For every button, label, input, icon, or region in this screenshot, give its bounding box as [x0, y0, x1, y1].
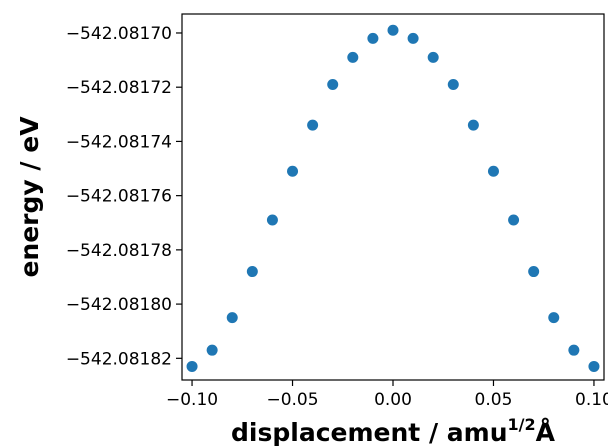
data-point	[508, 214, 520, 226]
y-axis-label: energy / eV	[15, 116, 44, 278]
data-point	[246, 266, 258, 278]
data-point	[447, 78, 459, 90]
x-tick-label: 0.00	[374, 390, 412, 410]
data-point	[387, 24, 399, 36]
data-point	[307, 119, 319, 131]
data-point	[548, 312, 560, 324]
data-point	[226, 312, 238, 324]
y-tick-label: −542.08182	[66, 349, 172, 369]
data-point	[568, 344, 580, 356]
y-tick-label: −542.08178	[66, 241, 172, 261]
y-tick-label: −542.08172	[66, 78, 172, 98]
x-axis-label: displacement / amu1/2Å	[231, 415, 556, 446]
data-point	[266, 214, 278, 226]
data-point	[427, 51, 439, 63]
x-axis-label-unit: Å	[536, 418, 556, 446]
x-tick-label: 0.10	[575, 390, 608, 410]
data-point	[327, 78, 339, 90]
y-tick-label: −542.08170	[66, 24, 172, 44]
x-tick-label: −0.10	[166, 390, 218, 410]
plot-frame	[181, 13, 605, 381]
x-tick-label: 0.05	[475, 390, 513, 410]
x-tick-label: −0.05	[266, 390, 318, 410]
data-point	[347, 51, 359, 63]
data-point	[528, 266, 540, 278]
x-axis-label-main: displacement / amu	[231, 418, 507, 446]
x-axis-ticks: −0.10 −0.05 0.00 0.05 0.10	[166, 380, 608, 410]
data-point	[467, 119, 479, 131]
x-axis-label-superscript: 1/2	[508, 415, 536, 434]
data-point	[367, 32, 379, 44]
y-tick-label: −542.08180	[66, 295, 172, 315]
data-point	[487, 165, 499, 177]
data-point	[407, 32, 419, 44]
y-axis-ticks: −542.08182 −542.08180 −542.08178 −542.08176…	[66, 24, 182, 369]
y-tick-label: −542.08174	[66, 132, 172, 152]
y-tick-label: −542.08176	[66, 187, 172, 207]
data-point	[206, 344, 218, 356]
data-point	[186, 360, 198, 372]
data-point	[287, 165, 299, 177]
data-points	[186, 24, 600, 372]
data-point	[588, 360, 600, 372]
